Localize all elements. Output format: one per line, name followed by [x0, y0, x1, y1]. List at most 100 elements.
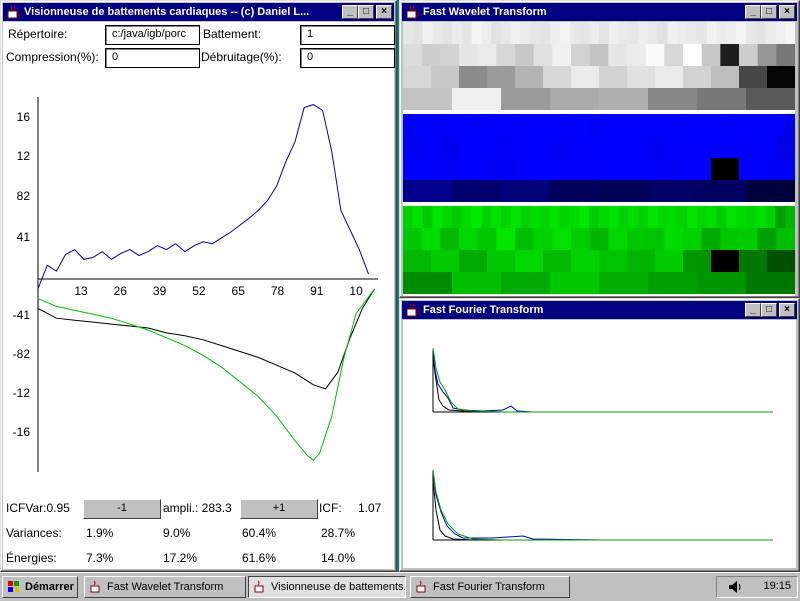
- y-tick-label: -16: [13, 425, 31, 439]
- wavelet-cell: [431, 250, 460, 272]
- start-button[interactable]: Démarrer: [2, 576, 78, 598]
- minus-one-button[interactable]: -1: [83, 499, 161, 519]
- wavelet-cell: [757, 228, 777, 250]
- task-wavelet[interactable]: Fast Wavelet Transform: [84, 576, 246, 598]
- wavelet-cell: [645, 228, 665, 250]
- wavelet-cell: [422, 22, 433, 44]
- wavelet-titlebar[interactable]: Fast Wavelet Transform _ □ ×: [402, 3, 797, 21]
- wavelet-cell: [657, 114, 669, 136]
- wavelet-cell: [599, 114, 610, 136]
- series-line: [37, 104, 369, 289]
- wavelet-cell: [579, 22, 590, 44]
- wavelet-cell: [571, 44, 591, 66]
- java-cup-icon: [406, 303, 419, 317]
- wavelet-cell: [432, 206, 443, 228]
- fft-window: Fast Fourier Transform _ □ ×: [399, 298, 800, 572]
- wavelet-cell: [648, 88, 698, 110]
- wavelet-cell: [648, 180, 698, 202]
- wavelet-cell: [477, 228, 497, 250]
- x-tick-label: 13: [74, 284, 88, 298]
- ampli-label: ampli.: 283.3: [163, 501, 232, 515]
- wavelet-cell: [481, 114, 492, 136]
- y-tick-label: 12: [17, 149, 31, 163]
- wavelet-cell: [452, 114, 463, 136]
- variance-value: 28.7%: [321, 526, 356, 540]
- wavelet-cell: [501, 180, 551, 202]
- wavelet-cell: [739, 250, 768, 272]
- wavelet-cell: [701, 228, 721, 250]
- maximize-button[interactable]: □: [761, 5, 777, 19]
- wavelet-cell: [481, 206, 492, 228]
- wavelet-cell: [618, 114, 629, 136]
- wavelet-cell: [645, 44, 665, 66]
- wavelet-cell: [716, 114, 727, 136]
- y-tick-label: -82: [13, 347, 31, 361]
- wavelet-cell: [452, 22, 463, 44]
- viewer-titlebar[interactable]: Visionneuse de battements cardiaques -- …: [3, 3, 394, 21]
- wavelet-cell: [550, 88, 600, 110]
- wavelet-cell: [599, 180, 649, 202]
- battement-field[interactable]: 1: [300, 25, 395, 45]
- wavelet-cell: [403, 250, 432, 272]
- wavelet-cell: [533, 136, 553, 158]
- wavelet-cell: [776, 228, 795, 250]
- close-button[interactable]: ×: [376, 5, 392, 19]
- x-tick-label: 78: [271, 284, 285, 298]
- close-button[interactable]: ×: [779, 303, 795, 317]
- wavelet-cell: [736, 206, 747, 228]
- variances-label: Variances:: [6, 526, 62, 540]
- minimize-button[interactable]: _: [342, 5, 358, 19]
- maximize-button[interactable]: □: [761, 303, 777, 317]
- wavelet-cell: [550, 180, 600, 202]
- wavelet-cell: [645, 136, 665, 158]
- x-tick-label: 65: [232, 284, 246, 298]
- wavelet-cell: [442, 22, 453, 44]
- y-tick-label: -12: [13, 386, 31, 400]
- debruitage-field[interactable]: 0: [300, 48, 395, 68]
- wavelet-cell: [755, 22, 767, 44]
- wavelet-cell: [520, 206, 531, 228]
- wavelet-cell: [552, 228, 572, 250]
- wavelet-cell: [501, 22, 512, 44]
- wavelet-cell: [461, 22, 473, 44]
- task-viewer[interactable]: Visionneuse de battements...: [248, 576, 406, 598]
- task-fft[interactable]: Fast Fourier Transform: [410, 576, 570, 598]
- wavelet-cell: [496, 136, 516, 158]
- volume-icon[interactable]: [727, 579, 745, 595]
- wavelet-cell: [726, 206, 737, 228]
- fft-title: Fast Fourier Transform: [423, 304, 544, 316]
- repertoire-field[interactable]: c:/java/igb/porc: [105, 25, 200, 45]
- wavelet-cell: [412, 206, 424, 228]
- wavelet-cell: [767, 250, 795, 272]
- wavelet-cell: [422, 114, 433, 136]
- plus-one-button[interactable]: +1: [240, 499, 318, 519]
- wavelet-cell: [459, 66, 488, 88]
- minimize-button[interactable]: _: [745, 303, 761, 317]
- wavelet-cell: [461, 114, 473, 136]
- wavelet-cell: [638, 22, 649, 44]
- wavelet-cell: [755, 114, 767, 136]
- wavelet-cell: [403, 66, 432, 88]
- wavelet-cell: [403, 44, 423, 66]
- wavelet-scalogram: [403, 22, 795, 296]
- wavelet-cell: [627, 228, 647, 250]
- wavelet-cell: [533, 228, 553, 250]
- compression-field[interactable]: 0: [105, 48, 200, 68]
- wavelet-cell: [501, 114, 512, 136]
- wavelet-cell: [579, 114, 590, 136]
- wavelet-cell: [440, 228, 460, 250]
- wavelet-cell: [683, 228, 703, 250]
- minimize-button[interactable]: _: [745, 5, 761, 19]
- wavelet-cell: [452, 180, 502, 202]
- wavelet-cell: [487, 250, 516, 272]
- wavelet-cell: [440, 44, 460, 66]
- wavelet-cell: [477, 136, 497, 158]
- wavelet-cell: [736, 22, 747, 44]
- maximize-button[interactable]: □: [358, 5, 374, 19]
- wavelet-cell: [767, 158, 795, 180]
- fft-titlebar[interactable]: Fast Fourier Transform _ □ ×: [402, 301, 797, 319]
- wavelet-cell: [412, 22, 424, 44]
- wavelet-cell: [421, 228, 441, 250]
- wavelet-cell: [739, 228, 759, 250]
- close-button[interactable]: ×: [779, 5, 795, 19]
